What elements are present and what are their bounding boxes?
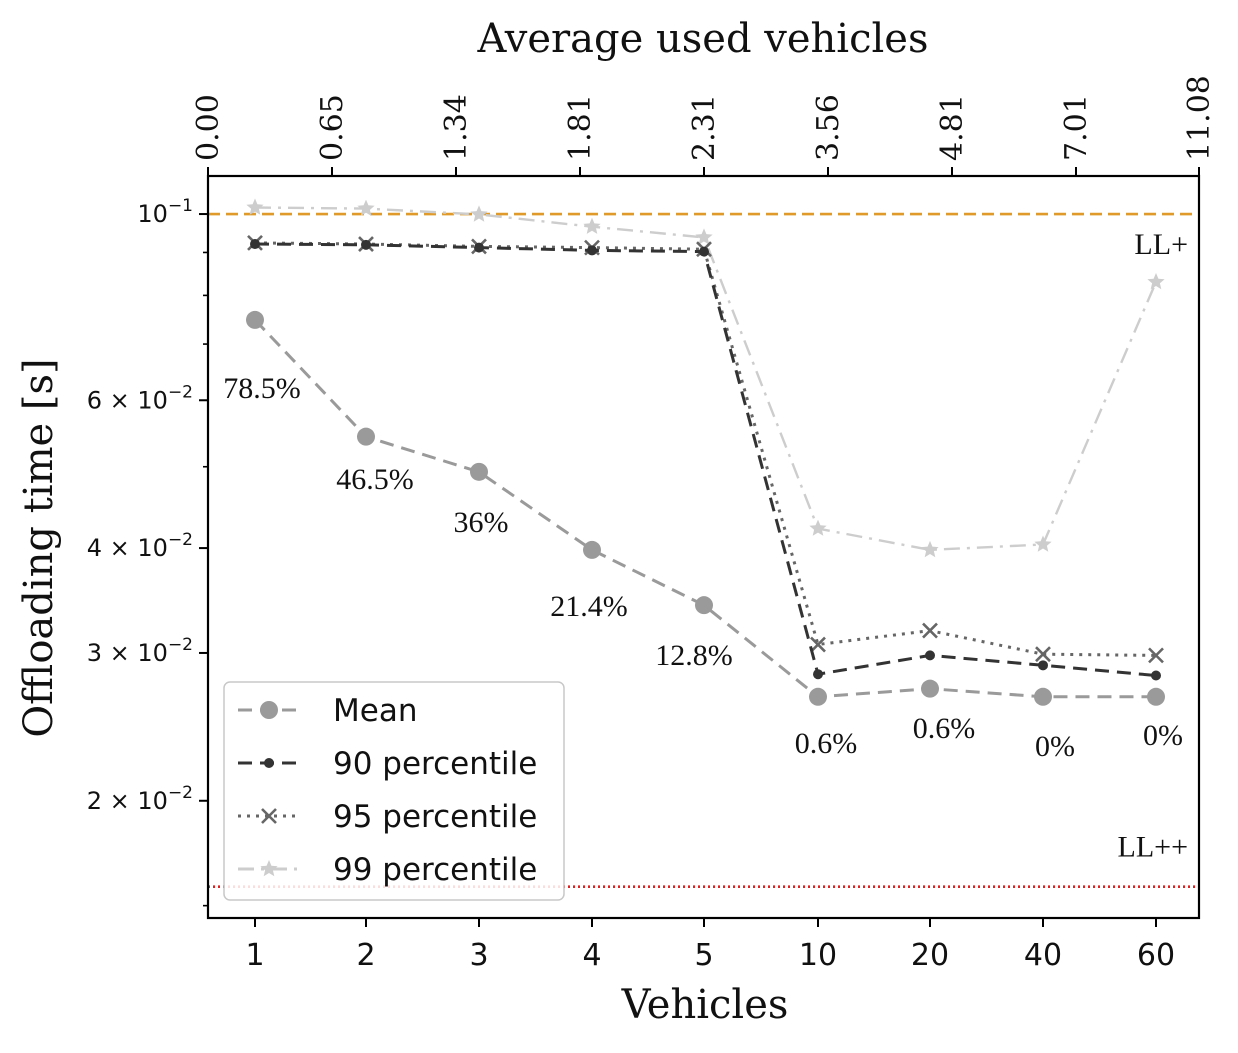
data-label: 46.5% — [336, 463, 414, 496]
data-point — [470, 462, 488, 481]
top-x-tick-label: 7.01 — [1059, 94, 1094, 161]
top-x-tick-label: 1.34 — [439, 94, 474, 161]
top-x-tick-label: 1.81 — [563, 94, 598, 161]
x-tick-label: 1 — [245, 938, 264, 973]
top-x-tick-label: 0.00 — [191, 94, 226, 161]
legend-swatch-marker — [260, 860, 278, 877]
x-tick-label: 5 — [694, 938, 713, 973]
annotations: 78.5% 46.5% 36% 21.4% 12.8% 0.6% 0.6% 0% 0% — [223, 372, 1183, 763]
data-label: 36% — [454, 506, 509, 539]
data-point — [246, 198, 264, 215]
top-x-tick-label: 2.31 — [687, 94, 722, 161]
legend-swatch-marker — [261, 808, 277, 824]
data-point — [813, 669, 823, 680]
top-x-tick-label: 3.56 — [811, 94, 846, 161]
data-point — [474, 242, 484, 253]
data-label: 0.6% — [913, 712, 976, 745]
data-point — [922, 622, 938, 639]
data-point — [1034, 687, 1052, 706]
data-label: 0.6% — [795, 727, 858, 760]
data-point — [246, 310, 264, 329]
data-point — [250, 239, 260, 250]
legend-item-2: 90 percentile — [238, 746, 537, 782]
data-point — [1035, 646, 1051, 663]
legend-label: Mean — [333, 693, 417, 729]
legend-item-4: 99 percentile — [238, 852, 537, 888]
data-point — [357, 427, 375, 446]
data-point — [699, 246, 709, 257]
series-90-percentile — [250, 239, 1161, 681]
legend-label: 90 percentile — [333, 746, 537, 782]
data-point — [1038, 660, 1048, 671]
y-tick-label: 4 × 10−2 — [87, 530, 193, 562]
data-point — [587, 245, 597, 256]
data-point — [583, 217, 601, 234]
chart-title: Average used vehicles — [477, 16, 929, 62]
data-point — [925, 650, 935, 661]
data-point — [357, 199, 375, 216]
data-point — [921, 540, 939, 558]
data-point — [809, 519, 827, 536]
data-point — [1034, 535, 1052, 552]
legend-swatch-marker — [264, 758, 274, 768]
y-tick-label: 2 × 10−2 — [87, 783, 193, 815]
y-tick-label: 6 × 10−2 — [87, 382, 193, 414]
data-point — [809, 687, 827, 706]
legend-item-1: Mean — [238, 693, 417, 729]
x-axis-label: Vehicles — [621, 982, 789, 1028]
data-point — [810, 636, 826, 653]
legend-box — [223, 681, 565, 901]
legend: Mean 90 percentile 95 percentile 99 percent… — [223, 681, 565, 901]
legend-item-3: 95 percentile — [238, 799, 537, 835]
x-tick-label: 40 — [1024, 938, 1062, 973]
data-point — [361, 239, 371, 250]
data-label: 21.4% — [550, 590, 628, 623]
y-tick-label: 3 × 10−2 — [87, 635, 193, 667]
data-point — [1147, 687, 1165, 706]
data-point — [583, 540, 601, 559]
data-point — [921, 679, 939, 698]
legend-swatch-marker — [260, 701, 278, 719]
data-label: 78.5% — [223, 372, 301, 405]
data-point — [1147, 273, 1165, 290]
x-tick-label: 60 — [1137, 938, 1175, 973]
series-layer — [246, 198, 1165, 706]
series-99-percentile — [246, 198, 1165, 558]
data-point — [1148, 647, 1164, 664]
reference-label-1: LL+ — [1134, 228, 1188, 261]
reference-label-2: LL++ — [1118, 831, 1189, 864]
top-x-tick-label: 4.81 — [935, 94, 970, 161]
data-point — [695, 228, 713, 245]
x-tick-label: 4 — [582, 938, 601, 973]
y-axis-label: Offloading time [s] — [16, 358, 62, 737]
data-point — [695, 596, 713, 615]
data-label: 0% — [1143, 719, 1183, 752]
legend-label: 95 percentile — [333, 799, 537, 835]
top-x-tick-label: 11.08 — [1182, 75, 1217, 161]
top-x-tick-label: 0.65 — [315, 94, 350, 161]
x-tick-label: 10 — [799, 938, 837, 973]
axes: 1 2 3 4 5 10 20 40 60 0.00 0.65 1.34 1.81 2.31 3.56 4.8… — [87, 75, 1217, 973]
legend-label: 99 percentile — [333, 852, 537, 888]
x-tick-label: 20 — [911, 938, 949, 973]
data-label: 0% — [1035, 730, 1075, 763]
x-tick-label: 2 — [356, 938, 375, 973]
x-tick-label: 3 — [469, 938, 488, 973]
series-mean — [246, 310, 1165, 706]
data-point — [1151, 670, 1161, 681]
data-label: 12.8% — [655, 639, 733, 672]
data-point — [470, 205, 488, 222]
y-tick-label: 10−1 — [137, 196, 193, 228]
